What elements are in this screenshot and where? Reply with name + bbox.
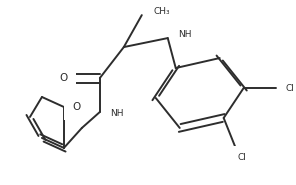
Text: Cl: Cl bbox=[286, 83, 295, 92]
Text: O: O bbox=[72, 102, 80, 112]
Text: CH₃: CH₃ bbox=[154, 7, 170, 16]
Text: NH: NH bbox=[178, 30, 191, 39]
Text: NH: NH bbox=[110, 110, 123, 118]
Text: O: O bbox=[60, 73, 68, 83]
Text: Cl: Cl bbox=[238, 153, 247, 162]
